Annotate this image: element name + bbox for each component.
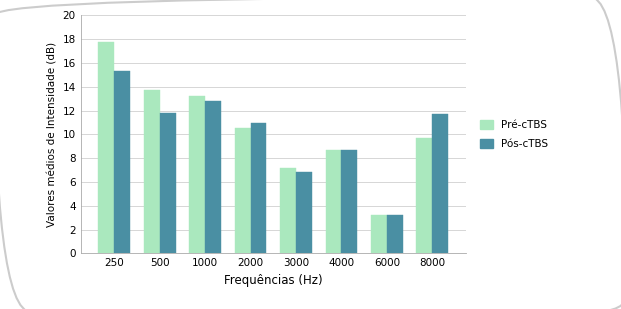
Bar bbox=[342, 150, 357, 253]
Bar bbox=[114, 71, 130, 253]
Bar bbox=[432, 114, 448, 253]
Bar bbox=[325, 150, 342, 253]
Bar bbox=[235, 129, 250, 253]
Bar bbox=[143, 91, 160, 253]
Bar bbox=[417, 138, 432, 253]
Bar bbox=[189, 96, 205, 253]
Bar bbox=[296, 172, 312, 253]
Bar bbox=[205, 101, 221, 253]
Bar bbox=[98, 42, 114, 253]
Bar bbox=[371, 215, 387, 253]
Bar bbox=[250, 122, 266, 253]
Legend: Pré-cTBS, Pós-cTBS: Pré-cTBS, Pós-cTBS bbox=[475, 115, 553, 154]
Bar bbox=[280, 168, 296, 253]
X-axis label: Frequências (Hz): Frequências (Hz) bbox=[224, 274, 322, 287]
Bar bbox=[160, 113, 176, 253]
Bar bbox=[387, 215, 403, 253]
Y-axis label: Valores médios de Intensidade (dB): Valores médios de Intensidade (dB) bbox=[47, 42, 57, 227]
